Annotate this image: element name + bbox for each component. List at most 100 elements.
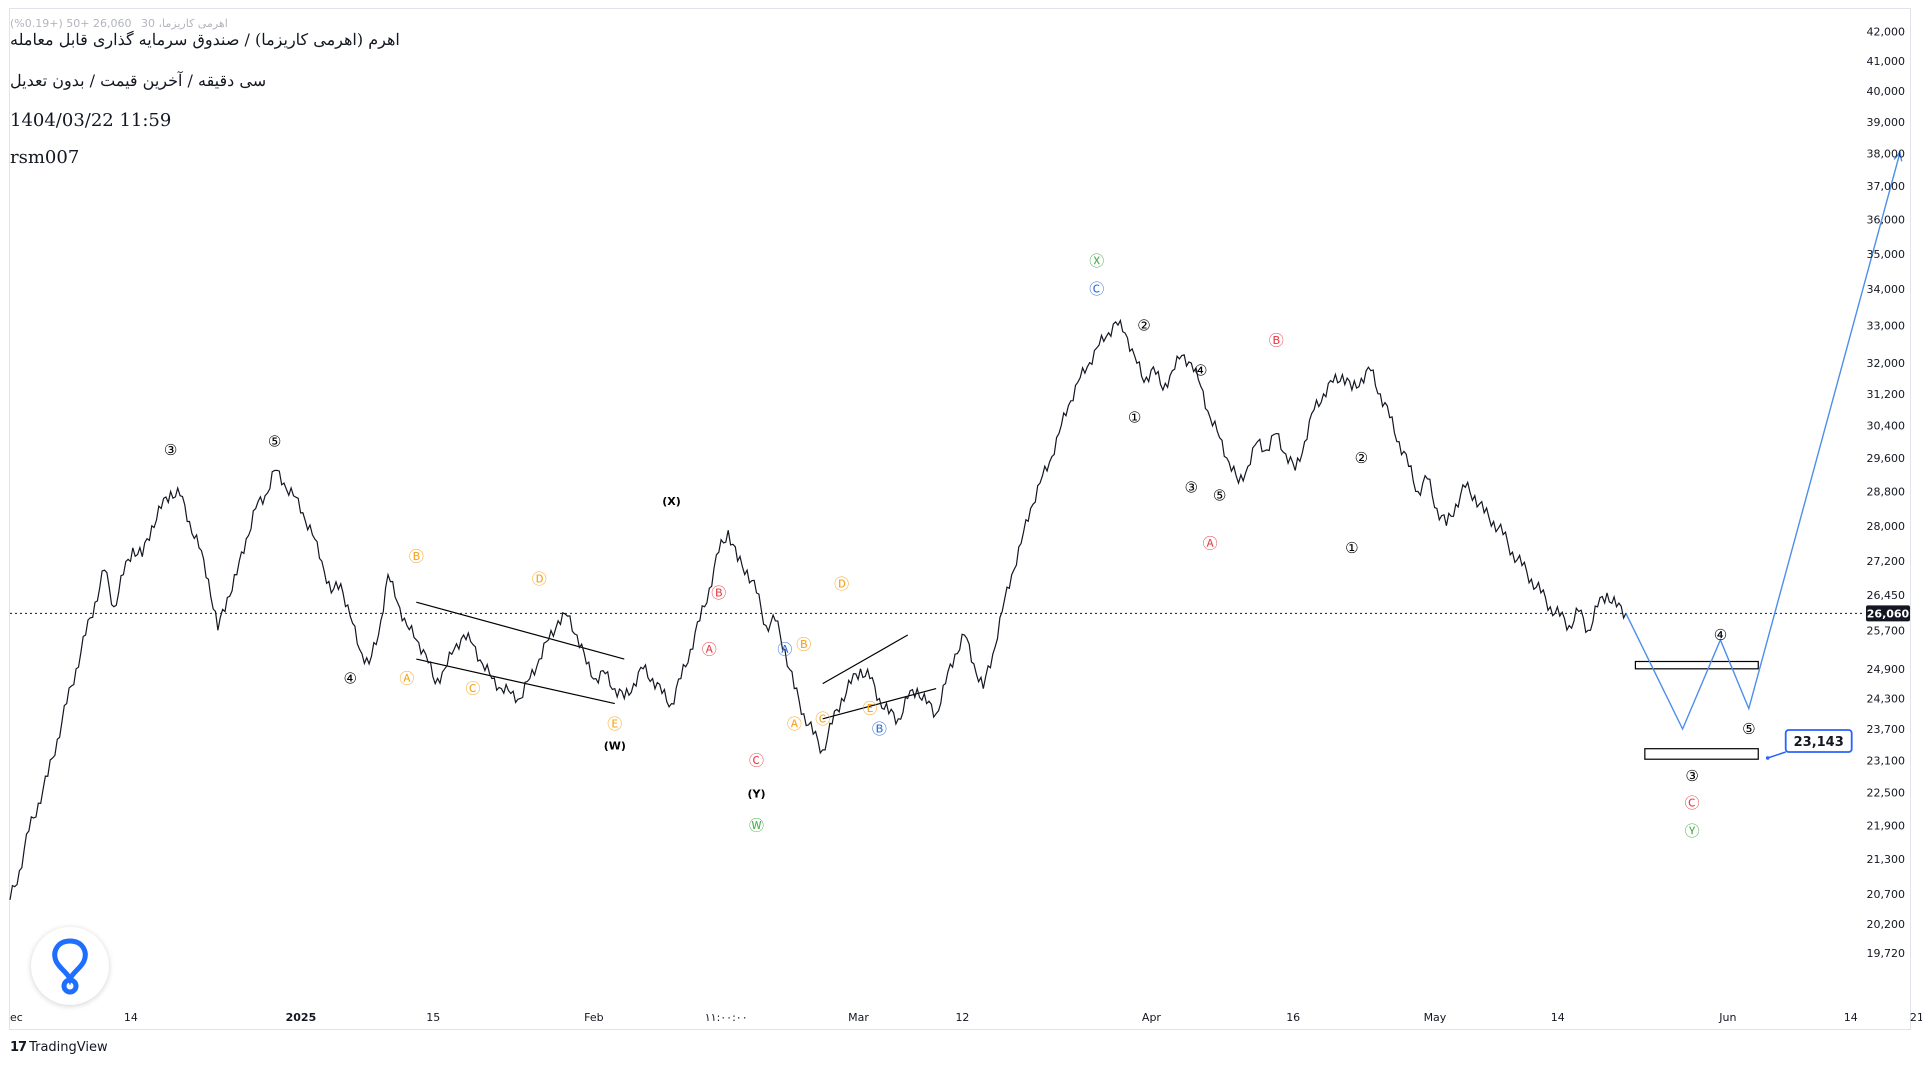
wave-label: ① [1345, 539, 1358, 557]
ticker-line: اهرمی کاریزما، 30 26,060 +50 (+0.19%) [10, 17, 228, 30]
x-tick-label: ec [10, 1011, 23, 1024]
wave-label: Ⓑ [711, 584, 726, 602]
wave-label: Ⓐ [1203, 534, 1218, 552]
wave-label: Ⓑ [409, 548, 424, 566]
y-tick-label: 21,300 [1867, 853, 1906, 866]
wave-label: ② [1137, 317, 1150, 335]
y-tick-label: 37,000 [1867, 180, 1906, 193]
pin-logo-icon [31, 927, 109, 1005]
y-tick-label: 23,100 [1867, 754, 1906, 767]
y-tick-label: 31,200 [1867, 388, 1906, 401]
target-label-box [1784, 729, 1853, 753]
wave-label: ⑤ [1213, 487, 1226, 505]
projection-layer [1625, 151, 1903, 731]
last-price: 26,060 [92, 17, 132, 30]
y-tick-label: 41,000 [1867, 55, 1906, 68]
x-tick-label: 15 [426, 1011, 440, 1024]
wave-label: Ⓒ [749, 751, 764, 769]
trendlines-layer [416, 601, 937, 720]
tradingview-brand[interactable]: 17 TradingView [10, 1040, 108, 1055]
trendline [822, 687, 937, 720]
trendline [416, 658, 615, 705]
price-series-line [9, 318, 1627, 900]
tradingview-icon: 17 [10, 1040, 27, 1055]
projection-arrowhead [1893, 151, 1903, 162]
wave-label: ② [1355, 449, 1368, 467]
x-tick-label: Mar [848, 1011, 869, 1024]
wave-label: ④ [1714, 626, 1727, 644]
y-tick-label: 20,700 [1867, 888, 1906, 901]
wave-label: Ⓐ [787, 715, 802, 733]
wave-label: ④ [343, 670, 356, 688]
wave-label: Ⓓ [834, 575, 849, 593]
y-tick-label: 24,300 [1867, 693, 1906, 706]
wave-label: (Y) [748, 787, 766, 800]
x-tick-label: 16 [1286, 1011, 1300, 1024]
x-tick-label: ۱۱:۰۰:۰۰ [705, 1011, 748, 1024]
wave-label: Ⓔ [862, 700, 877, 718]
y-tick-label: 23,700 [1867, 723, 1906, 736]
y-tick-label: 36,000 [1867, 214, 1906, 227]
y-tick-label: 28,800 [1867, 485, 1906, 498]
y-tick-label: 34,000 [1867, 283, 1906, 296]
x-tick-label: May [1424, 1011, 1447, 1024]
wave-label: ① [1128, 409, 1141, 427]
y-tick-label: 35,000 [1867, 248, 1906, 261]
projection-path [1625, 152, 1901, 731]
wave-label: Ⓑ [796, 636, 811, 654]
y-tick-label: 42,000 [1867, 26, 1906, 39]
x-tick-label: Jun [1718, 1011, 1736, 1024]
ticker-name: اهرمی کاریزما، 30 [140, 17, 228, 30]
y-tick-label: 20,200 [1867, 918, 1906, 931]
price-change: +50 (+0.19%) [10, 17, 90, 30]
y-tick-label: 33,000 [1867, 320, 1906, 333]
wave-label: Ⓑ [1269, 331, 1284, 349]
x-tick-label: 14 [124, 1011, 138, 1024]
wave-label: ③ [164, 441, 177, 459]
y-tick-label: 26,450 [1867, 589, 1906, 602]
chart-author: rsm007 [10, 147, 80, 168]
x-tick-label: 12 [955, 1011, 969, 1024]
y-tick-label: 28,000 [1867, 520, 1906, 533]
chart-datetime: 1404/03/22 11:59 [10, 110, 172, 131]
wave-label: (W) [604, 740, 626, 753]
target-zone-box [1634, 660, 1759, 670]
x-tick-label: Apr [1142, 1011, 1162, 1024]
current-price-label: 26,060 [1867, 607, 1910, 620]
x-tick-label: 2025 [286, 1011, 317, 1024]
wave-label: Ⓨ [1685, 822, 1700, 840]
wave-label: Ⓒ [1685, 794, 1700, 812]
wave-label: Ⓧ [1089, 252, 1104, 270]
wave-label: Ⓐ [777, 640, 792, 658]
wave-label: Ⓐ [399, 670, 414, 688]
y-tick-label: 22,500 [1867, 786, 1906, 799]
y-tick-label: 40,000 [1867, 85, 1906, 98]
wave-label: Ⓒ [1089, 280, 1104, 298]
wave-label: ③ [1185, 478, 1198, 496]
tradingview-wordmark: TradingView [29, 1040, 108, 1055]
chart-title: اهرم (اهرمی کاریزما) / صندوق سرمایه گذار… [10, 30, 400, 49]
y-axis: 42,000 41,000 40,000 39,000 38,000 37,000 36,0… [1867, 26, 1906, 960]
wave-label: Ⓐ [702, 640, 717, 658]
target-anchor-point [1765, 756, 1770, 760]
x-tick-label: 14 [1551, 1011, 1565, 1024]
chart-subtitle: سی دقیقه / آخرین قیمت / بدون تعدیل [10, 71, 267, 90]
trendline [416, 601, 625, 660]
wave-label: ④ [1194, 362, 1207, 380]
y-tick-label: 27,200 [1867, 555, 1906, 568]
target-labels-layer: 38,03323,143 [1765, 729, 1853, 760]
wave-label: ⑤ [268, 433, 281, 451]
wave-label: Ⓑ [872, 720, 887, 738]
x-tick-label: 14 [1844, 1011, 1858, 1024]
wave-label: (X) [662, 495, 681, 508]
chart-frame [9, 8, 1911, 1030]
wave-label: Ⓦ [749, 816, 764, 834]
target-zone-box [1644, 748, 1759, 760]
x-tick-label: Feb [584, 1011, 603, 1024]
zones-layer [1634, 660, 1759, 760]
y-tick-label: 30,400 [1867, 420, 1906, 433]
y-tick-label: 29,600 [1867, 452, 1906, 465]
wave-label: Ⓔ [607, 715, 622, 733]
